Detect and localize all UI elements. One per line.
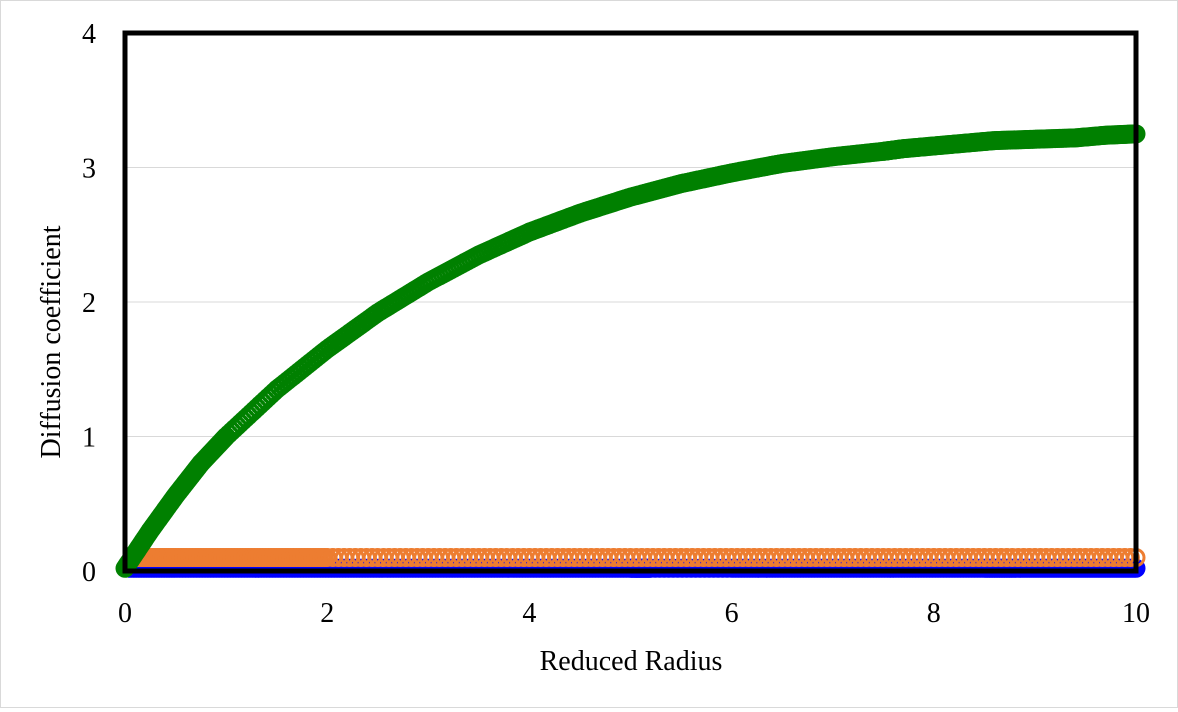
data-point: [1115, 548, 1135, 568]
y-tick-label: 0: [82, 557, 96, 588]
x-axis-label: Reduced Radius: [540, 646, 723, 677]
x-tick-label: 0: [118, 598, 132, 629]
tick-labels: 0 2 4 6 8 10 0 1 2 3 4: [82, 19, 1150, 629]
x-tick-label: 2: [320, 598, 334, 629]
x-tick-label: 6: [725, 598, 739, 629]
series-1: [125, 548, 1146, 568]
gridlines: [125, 167, 1136, 437]
y-tick-label: 3: [82, 154, 96, 185]
y-tick-label: 4: [82, 19, 96, 50]
y-tick-label: 2: [82, 288, 96, 319]
y-axis-label: Diffusion coefficient: [36, 225, 67, 458]
series-markers: [115, 124, 1146, 578]
y-tick-label: 1: [82, 423, 96, 454]
x-tick-label: 4: [522, 598, 536, 629]
x-tick-label: 8: [927, 598, 941, 629]
plot-area-border: [122, 30, 1139, 574]
x-tick-label: 10: [1122, 598, 1150, 629]
series-2: [115, 124, 1146, 578]
